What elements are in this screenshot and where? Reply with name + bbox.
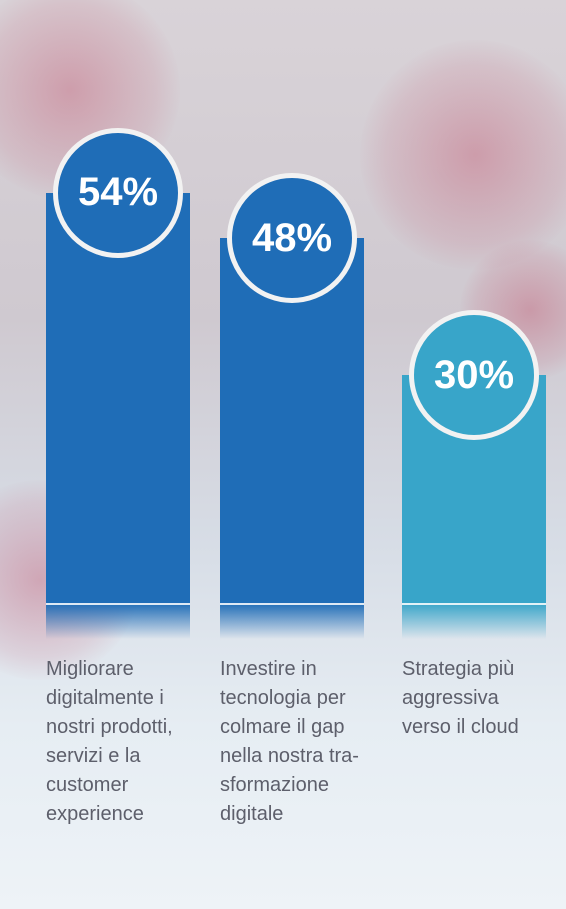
value-label: 48% (227, 173, 357, 304)
value-label: 30% (409, 310, 539, 440)
bar-fade (220, 603, 364, 639)
bar (46, 192, 190, 603)
category-label: Migliorare digitalmente i nostri prodott… (46, 658, 173, 825)
baseline (402, 603, 546, 605)
baseline (220, 603, 364, 605)
bar-fade (402, 603, 546, 639)
category-label: Strategia più aggressiva verso il cloud (402, 658, 519, 738)
baseline (46, 603, 190, 605)
category-label: Investire in tecnologia per colmare il g… (220, 658, 359, 825)
background-decoration (360, 40, 566, 270)
value-label: 54% (53, 127, 183, 258)
bar-fade (46, 603, 190, 639)
